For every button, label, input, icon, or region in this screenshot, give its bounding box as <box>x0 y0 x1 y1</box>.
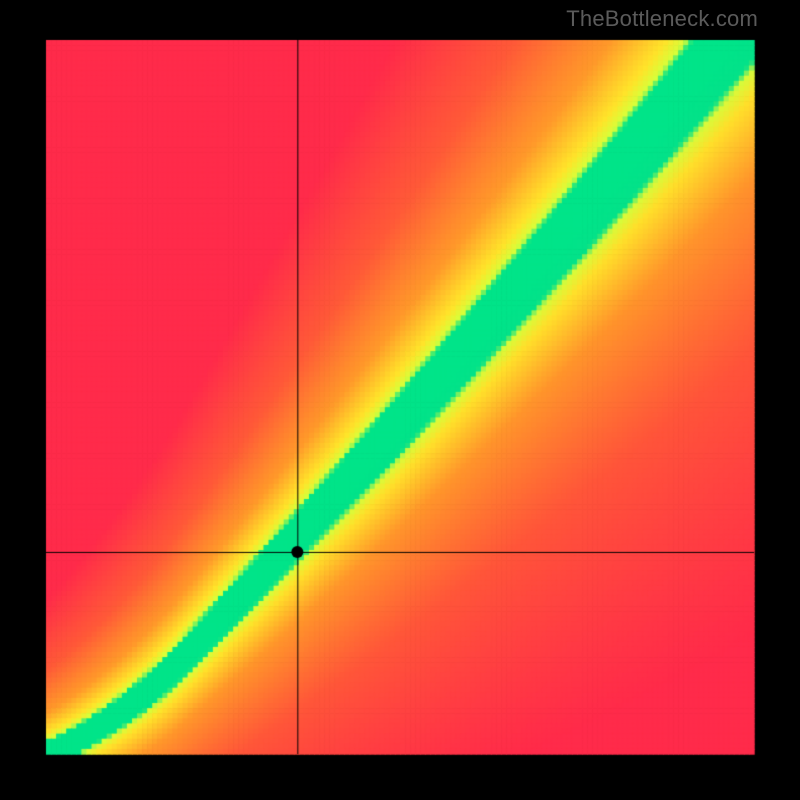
watermark-text: TheBottleneck.com <box>566 6 758 32</box>
bottleneck-heatmap <box>0 0 800 800</box>
